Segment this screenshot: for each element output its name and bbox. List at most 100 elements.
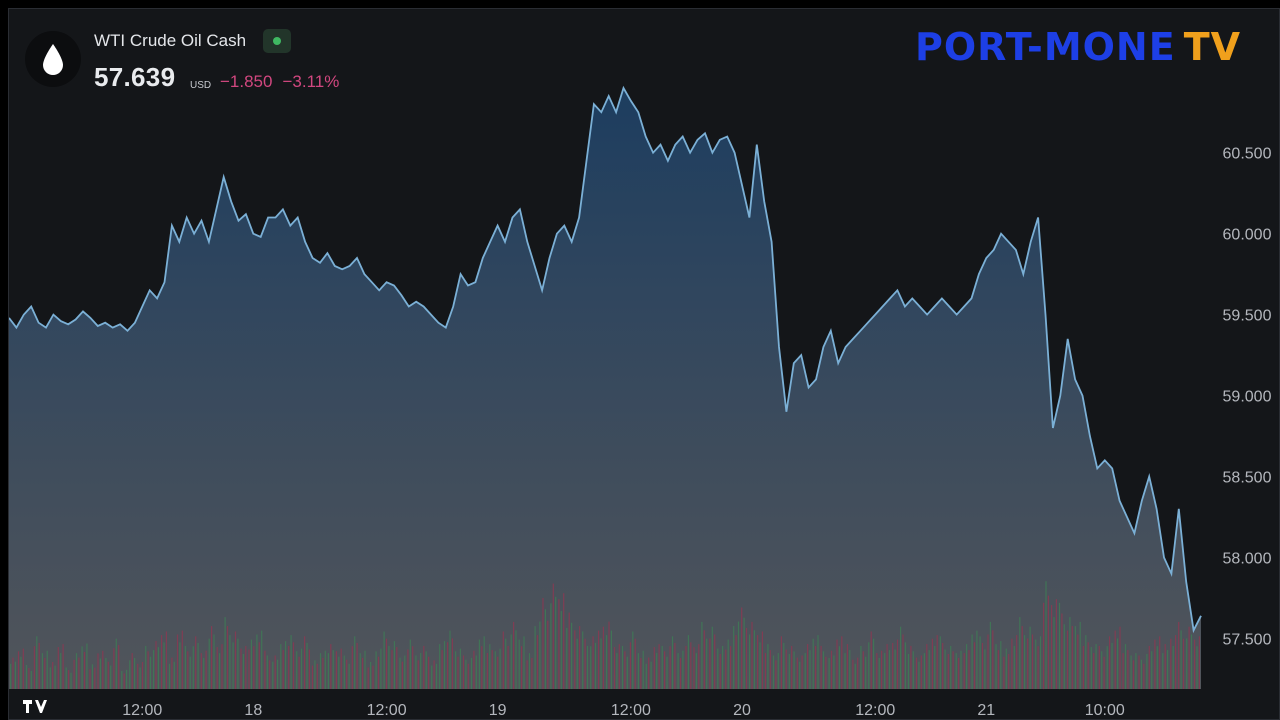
volume-bar bbox=[375, 651, 377, 689]
volume-bar bbox=[502, 631, 504, 689]
volume-bar bbox=[171, 657, 173, 689]
price-chart[interactable]: 60.500 60.000 59.500 59.000 58.500 58.000 57.5… bbox=[9, 9, 1280, 720]
volume-bar bbox=[1024, 635, 1026, 689]
price-change: −1.850 −3.11% bbox=[220, 72, 349, 92]
tradingview-logo-icon[interactable] bbox=[21, 697, 51, 719]
volume-bar bbox=[920, 655, 922, 689]
volume-bar bbox=[121, 671, 123, 689]
volume-bar bbox=[261, 630, 263, 689]
volume-bar bbox=[290, 635, 292, 689]
volume-bar bbox=[126, 669, 128, 689]
volume-bar bbox=[674, 642, 676, 689]
volume-bar bbox=[316, 663, 318, 689]
volume-bar bbox=[666, 656, 668, 689]
volume-bar bbox=[992, 630, 994, 689]
volume-bar bbox=[314, 660, 316, 690]
volume-bar bbox=[825, 656, 827, 689]
volume-bar bbox=[526, 660, 528, 689]
volume-bar bbox=[1154, 639, 1156, 689]
volume-bar bbox=[224, 617, 226, 689]
volume-bar bbox=[499, 648, 501, 689]
volume-bar bbox=[91, 664, 93, 689]
volume-bar bbox=[785, 649, 787, 689]
x-tick-label: 12:00 bbox=[367, 702, 407, 719]
volume-bar bbox=[401, 661, 403, 689]
volume-bar bbox=[494, 651, 496, 689]
volume-bar bbox=[296, 651, 298, 689]
volume-bar bbox=[534, 626, 536, 689]
volume-bar bbox=[812, 638, 814, 689]
volume-bar bbox=[793, 651, 795, 689]
volume-bar bbox=[865, 656, 867, 689]
volume-bar bbox=[822, 651, 825, 689]
volume-bar bbox=[833, 655, 835, 689]
volume-bar bbox=[1119, 626, 1121, 689]
volume-bar bbox=[38, 642, 40, 689]
x-tick-label: 20 bbox=[733, 702, 751, 719]
volume-bar bbox=[14, 661, 16, 689]
volume-bar bbox=[536, 635, 539, 689]
volume-bar bbox=[984, 649, 986, 689]
volume-bar bbox=[338, 656, 340, 689]
volume-bar bbox=[391, 650, 393, 689]
volume-bar bbox=[102, 650, 104, 689]
volume-bar bbox=[97, 653, 99, 689]
volume-bar bbox=[110, 665, 112, 689]
volume-bar bbox=[884, 653, 886, 689]
volume-bar bbox=[25, 665, 28, 689]
volume-bar bbox=[1027, 638, 1029, 689]
volume-bar bbox=[269, 660, 271, 689]
volume-bar bbox=[1045, 581, 1047, 689]
volume-bar bbox=[292, 642, 295, 689]
volume-bar bbox=[274, 655, 276, 689]
y-tick-label: 59.000 bbox=[1223, 389, 1272, 406]
volume-bar bbox=[367, 667, 369, 689]
volume-bar bbox=[176, 634, 179, 689]
volume-bar bbox=[306, 642, 308, 689]
volume-bar bbox=[343, 655, 345, 689]
volume-bar bbox=[552, 583, 554, 689]
volume-bar bbox=[237, 638, 239, 689]
volume-bar bbox=[764, 653, 767, 689]
volume-bar bbox=[65, 667, 67, 689]
volume-bar bbox=[404, 655, 406, 689]
volume-bar bbox=[304, 636, 306, 689]
volume-bar bbox=[799, 661, 801, 689]
volume-bar bbox=[568, 612, 570, 689]
last-price: 57.639 bbox=[94, 62, 176, 92]
volume-bar bbox=[1117, 638, 1119, 689]
volume-bar bbox=[989, 621, 991, 689]
volume-bar bbox=[1085, 635, 1087, 689]
volume-bar bbox=[645, 663, 647, 689]
volume-bar bbox=[451, 638, 453, 689]
volume-bar bbox=[584, 638, 586, 689]
volume-bar bbox=[298, 656, 300, 689]
volume-bar bbox=[470, 657, 473, 689]
volume-bar bbox=[544, 609, 546, 689]
volume-bar bbox=[327, 653, 329, 689]
volume-bar bbox=[1109, 636, 1111, 689]
volume-bar bbox=[46, 650, 48, 689]
volume-bar bbox=[968, 650, 970, 689]
volume-bar bbox=[727, 639, 729, 689]
volume-bar bbox=[634, 638, 636, 689]
volume-bar bbox=[618, 644, 620, 689]
volume-bar bbox=[868, 642, 870, 689]
volume-bar bbox=[187, 651, 189, 689]
volume-bar bbox=[1103, 656, 1105, 689]
volume-bar bbox=[979, 636, 981, 689]
volume-bar bbox=[168, 663, 171, 689]
volume-bar bbox=[1138, 655, 1140, 689]
volume-bar bbox=[412, 646, 414, 689]
y-axis: 60.500 60.000 59.500 59.000 58.500 58.000 57.5… bbox=[1223, 146, 1272, 649]
volume-bar bbox=[415, 655, 417, 689]
volume-bar bbox=[621, 645, 624, 689]
volume-bar bbox=[600, 638, 602, 689]
volume-bar bbox=[566, 627, 568, 689]
volume-bar bbox=[1074, 626, 1076, 689]
volume-bar bbox=[481, 646, 483, 689]
volume-bar bbox=[958, 657, 960, 689]
symbol-name[interactable]: WTI Crude Oil Cash bbox=[94, 31, 247, 50]
volume-bar bbox=[1019, 617, 1021, 689]
volume-bar bbox=[888, 650, 891, 689]
